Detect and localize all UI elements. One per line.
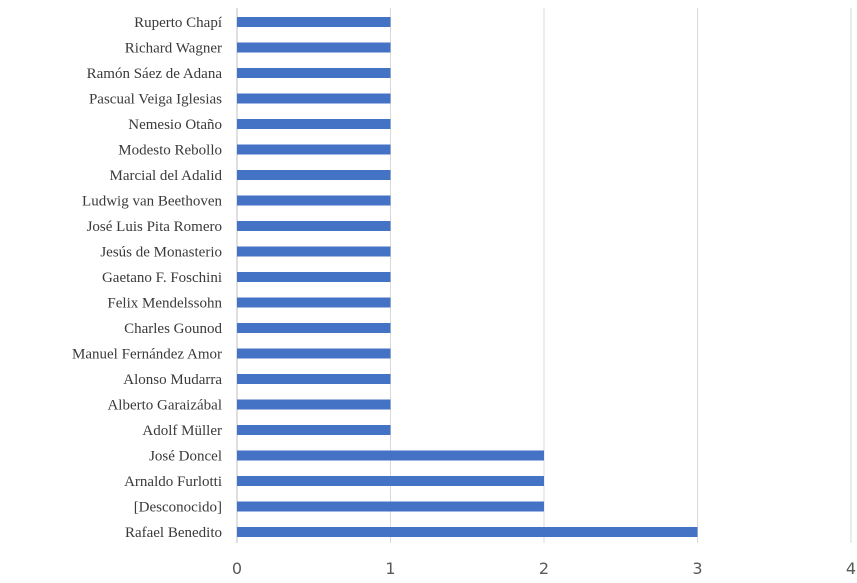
bar: [237, 93, 391, 104]
category-label: Felix Mendelssohn: [107, 296, 222, 312]
category-label: José Doncel: [149, 449, 222, 465]
bar: [237, 425, 391, 435]
category-label: Charles Gounod: [124, 321, 222, 337]
bar: [237, 68, 391, 78]
bar: [237, 144, 391, 155]
category-label: [Desconocido]: [134, 500, 222, 516]
bar: [237, 17, 391, 27]
category-label: Jesús de Monasterio: [100, 245, 222, 261]
category-label: Manuel Fernández Amor: [72, 347, 222, 363]
bar: [237, 323, 391, 333]
category-label: Arnaldo Furlotti: [124, 474, 222, 490]
category-label: Alonso Mudarra: [123, 372, 222, 388]
category-label: Ludwig van Beethoven: [82, 194, 222, 210]
bar: [237, 195, 391, 206]
bar: [237, 119, 391, 129]
x-tick-labels: 0 1 2 3 4: [232, 559, 856, 578]
category-label: Ruperto Chapí: [134, 15, 222, 31]
x-tick-label: 0: [232, 559, 242, 578]
bar: [237, 450, 544, 461]
x-tick-label: 4: [846, 559, 856, 578]
category-label: Modesto Rebollo: [118, 143, 222, 159]
category-label: Alberto Garaizábal: [107, 398, 222, 414]
bars: [237, 17, 698, 537]
bar: [237, 348, 391, 359]
category-label: Rafael Benedito: [125, 525, 222, 541]
bar: [237, 246, 391, 257]
x-tick-label: 1: [385, 559, 395, 578]
bar: [237, 272, 391, 282]
category-label: Adolf Müller: [142, 423, 222, 439]
bar: [237, 476, 544, 486]
category-label: Gaetano F. Foschini: [102, 270, 222, 286]
category-label: Pascual Veiga Iglesias: [89, 92, 222, 108]
category-label: Nemesio Otaño: [128, 117, 222, 133]
x-tick-label: 2: [539, 559, 549, 578]
bar: [237, 170, 391, 180]
bar: [237, 374, 391, 384]
category-label: Marcial del Adalid: [110, 168, 223, 184]
category-labels: Ruperto Chapí Richard Wagner Ramón Sáez de…: [72, 15, 222, 541]
bar: [237, 42, 391, 53]
bar: [237, 221, 391, 231]
x-tick-label: 3: [692, 559, 702, 578]
bar: [237, 297, 391, 308]
category-label: José Luis Pita Romero: [87, 219, 222, 235]
bar: [237, 527, 698, 537]
bar: [237, 501, 544, 512]
category-label: Ramón Sáez de Adana: [87, 66, 223, 82]
bar: [237, 399, 391, 410]
category-label: Richard Wagner: [125, 41, 222, 57]
